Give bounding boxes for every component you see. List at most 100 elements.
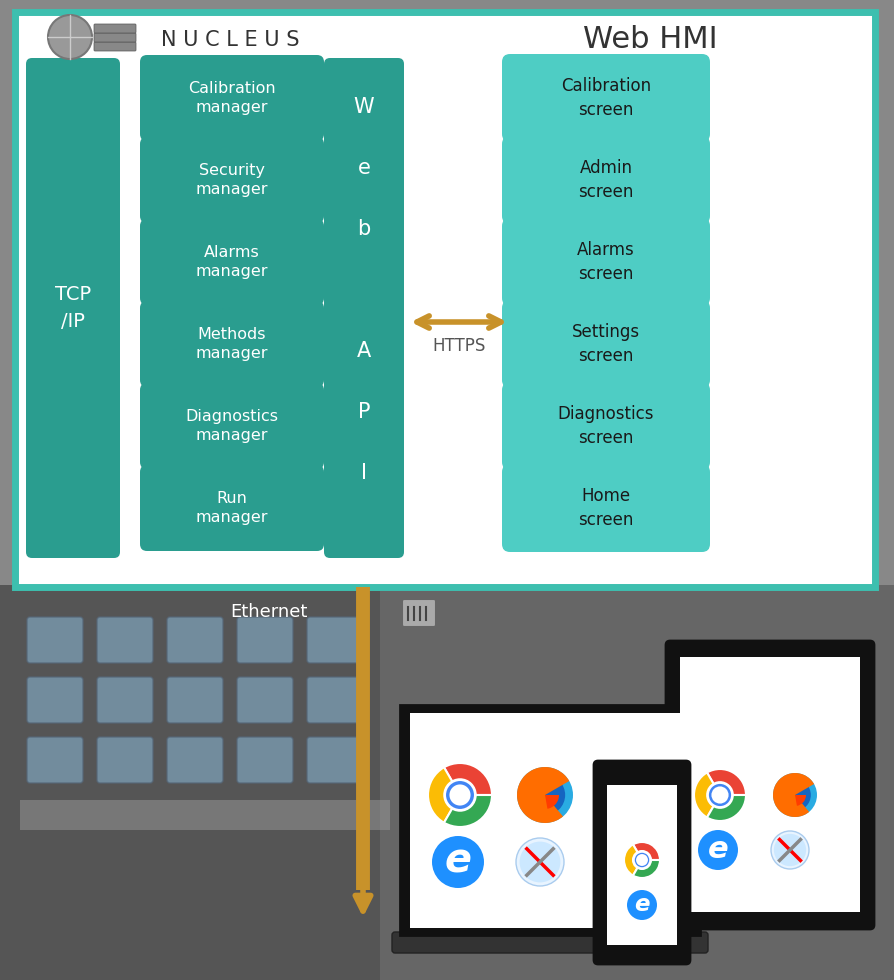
- Circle shape: [774, 834, 806, 866]
- FancyBboxPatch shape: [167, 677, 223, 723]
- FancyBboxPatch shape: [237, 617, 293, 663]
- Text: Home
screen: Home screen: [578, 487, 634, 529]
- Text: Calibration
screen: Calibration screen: [561, 77, 651, 119]
- Text: Run
manager: Run manager: [196, 491, 268, 525]
- Text: Diagnostics
screen: Diagnostics screen: [558, 405, 654, 447]
- FancyBboxPatch shape: [20, 800, 390, 830]
- Text: e: e: [358, 158, 370, 177]
- Text: Calibration
manager: Calibration manager: [189, 80, 276, 116]
- FancyBboxPatch shape: [94, 42, 136, 51]
- Text: Settings
screen: Settings screen: [572, 323, 640, 365]
- Circle shape: [780, 779, 811, 810]
- Circle shape: [444, 780, 476, 810]
- FancyBboxPatch shape: [502, 54, 710, 142]
- Text: Methods
manager: Methods manager: [196, 326, 268, 362]
- FancyBboxPatch shape: [400, 705, 700, 935]
- Wedge shape: [428, 767, 460, 823]
- Circle shape: [450, 784, 470, 806]
- Text: b: b: [358, 219, 371, 239]
- FancyBboxPatch shape: [410, 713, 690, 928]
- FancyBboxPatch shape: [26, 58, 120, 558]
- FancyBboxPatch shape: [94, 24, 136, 33]
- FancyBboxPatch shape: [15, 12, 875, 587]
- FancyBboxPatch shape: [237, 737, 293, 783]
- FancyBboxPatch shape: [167, 737, 223, 783]
- Text: e: e: [634, 893, 650, 915]
- FancyBboxPatch shape: [140, 465, 324, 551]
- Wedge shape: [444, 795, 492, 827]
- FancyBboxPatch shape: [0, 585, 420, 980]
- Text: W: W: [354, 97, 375, 117]
- FancyBboxPatch shape: [402, 599, 436, 627]
- Wedge shape: [694, 772, 720, 817]
- Text: e: e: [444, 841, 471, 881]
- FancyBboxPatch shape: [680, 657, 860, 912]
- FancyBboxPatch shape: [502, 136, 710, 224]
- Circle shape: [773, 773, 817, 817]
- FancyBboxPatch shape: [140, 383, 324, 469]
- Text: P: P: [358, 402, 370, 421]
- FancyBboxPatch shape: [307, 617, 363, 663]
- Circle shape: [707, 782, 732, 808]
- FancyBboxPatch shape: [307, 677, 363, 723]
- Circle shape: [633, 852, 651, 868]
- Text: A: A: [357, 341, 371, 361]
- Text: Diagnostics
manager: Diagnostics manager: [185, 409, 279, 443]
- Wedge shape: [795, 795, 806, 806]
- FancyBboxPatch shape: [380, 585, 894, 980]
- FancyBboxPatch shape: [607, 785, 677, 945]
- FancyBboxPatch shape: [27, 677, 83, 723]
- FancyBboxPatch shape: [97, 737, 153, 783]
- Wedge shape: [633, 842, 660, 860]
- Circle shape: [771, 831, 809, 869]
- Text: HTTPS: HTTPS: [433, 337, 485, 355]
- Circle shape: [627, 890, 657, 920]
- FancyBboxPatch shape: [0, 585, 894, 980]
- Circle shape: [698, 830, 738, 870]
- FancyBboxPatch shape: [97, 617, 153, 663]
- Circle shape: [519, 842, 561, 882]
- Circle shape: [525, 775, 565, 815]
- Text: Alarms
screen: Alarms screen: [578, 241, 635, 283]
- FancyBboxPatch shape: [140, 219, 324, 305]
- Text: N U C L E U S: N U C L E U S: [161, 30, 299, 50]
- Text: e: e: [708, 835, 729, 863]
- Text: TCP
/IP: TCP /IP: [55, 285, 91, 330]
- Circle shape: [636, 854, 648, 866]
- Wedge shape: [444, 763, 492, 795]
- Circle shape: [516, 838, 564, 886]
- FancyBboxPatch shape: [27, 617, 83, 663]
- FancyBboxPatch shape: [140, 137, 324, 223]
- FancyBboxPatch shape: [27, 737, 83, 783]
- FancyBboxPatch shape: [167, 617, 223, 663]
- FancyBboxPatch shape: [502, 464, 710, 552]
- FancyBboxPatch shape: [237, 677, 293, 723]
- FancyBboxPatch shape: [94, 33, 136, 42]
- Text: Ethernet: Ethernet: [230, 603, 308, 621]
- FancyBboxPatch shape: [97, 677, 153, 723]
- Text: Admin
screen: Admin screen: [578, 159, 634, 201]
- Wedge shape: [545, 795, 559, 808]
- FancyBboxPatch shape: [594, 761, 690, 964]
- Circle shape: [48, 15, 92, 59]
- Circle shape: [432, 836, 484, 888]
- FancyBboxPatch shape: [307, 737, 363, 783]
- Text: I: I: [361, 463, 367, 483]
- Wedge shape: [517, 767, 569, 823]
- FancyBboxPatch shape: [140, 301, 324, 387]
- Wedge shape: [773, 773, 814, 817]
- Text: Security
manager: Security manager: [196, 163, 268, 197]
- FancyBboxPatch shape: [140, 55, 324, 141]
- FancyBboxPatch shape: [502, 218, 710, 306]
- FancyBboxPatch shape: [324, 58, 404, 558]
- Text: Alarms
manager: Alarms manager: [196, 245, 268, 279]
- Text: Web HMI: Web HMI: [583, 25, 717, 55]
- Wedge shape: [707, 795, 746, 821]
- FancyBboxPatch shape: [666, 641, 874, 929]
- Circle shape: [712, 786, 729, 804]
- Wedge shape: [633, 860, 660, 878]
- Wedge shape: [624, 845, 642, 875]
- Circle shape: [517, 767, 573, 823]
- Wedge shape: [707, 769, 746, 795]
- FancyBboxPatch shape: [392, 932, 708, 953]
